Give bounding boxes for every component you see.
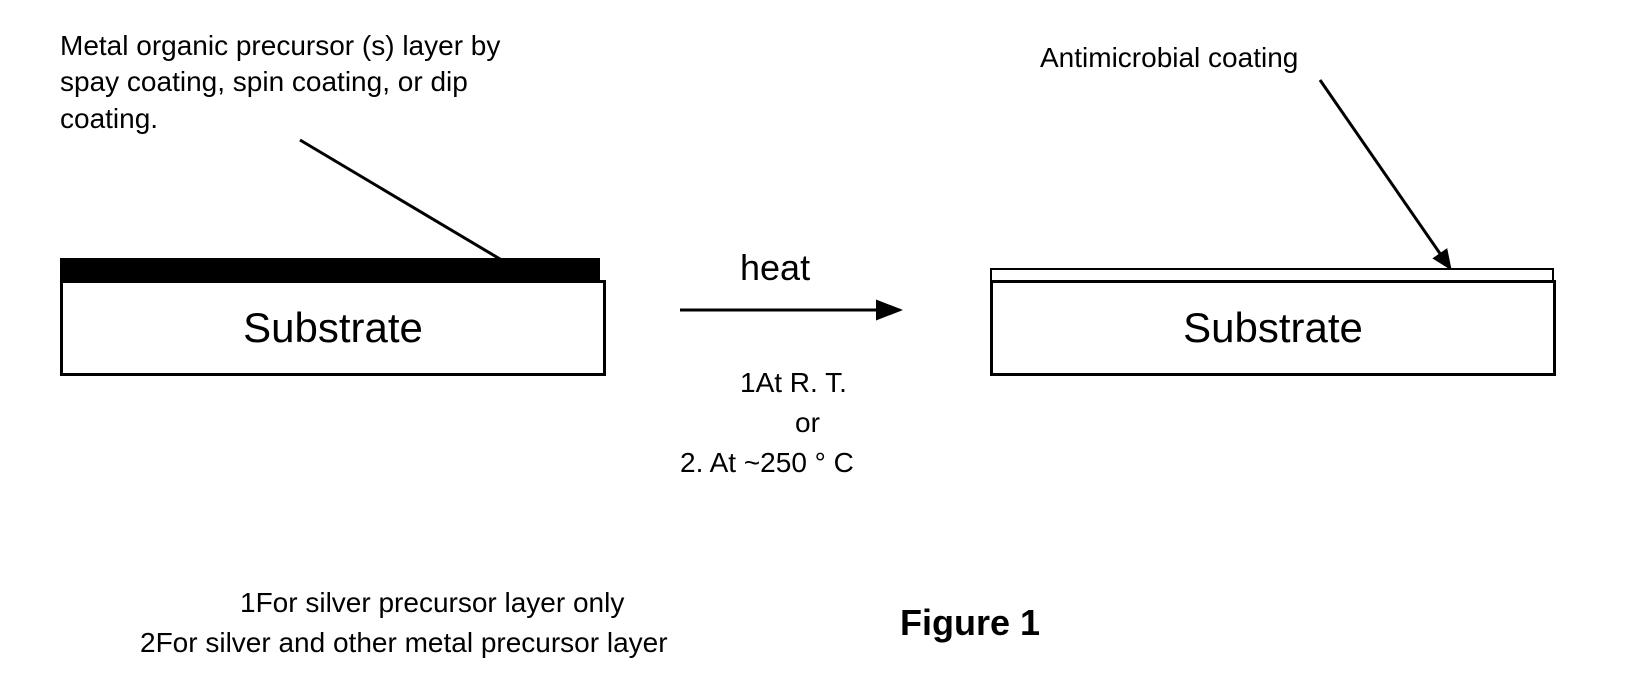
condition-or: or — [795, 405, 820, 441]
figure-label: Figure 1 — [900, 600, 1040, 647]
right-substrate: Substrate — [990, 280, 1556, 376]
condition-2: 2. At ~250 ° C — [680, 445, 854, 481]
footnote-2: 2For silver and other metal precursor la… — [140, 625, 668, 661]
footnote-1: 1For silver precursor layer only — [240, 585, 624, 621]
condition-1: 1At R. T. — [740, 365, 847, 401]
right-substrate-label: Substrate — [1183, 304, 1363, 352]
